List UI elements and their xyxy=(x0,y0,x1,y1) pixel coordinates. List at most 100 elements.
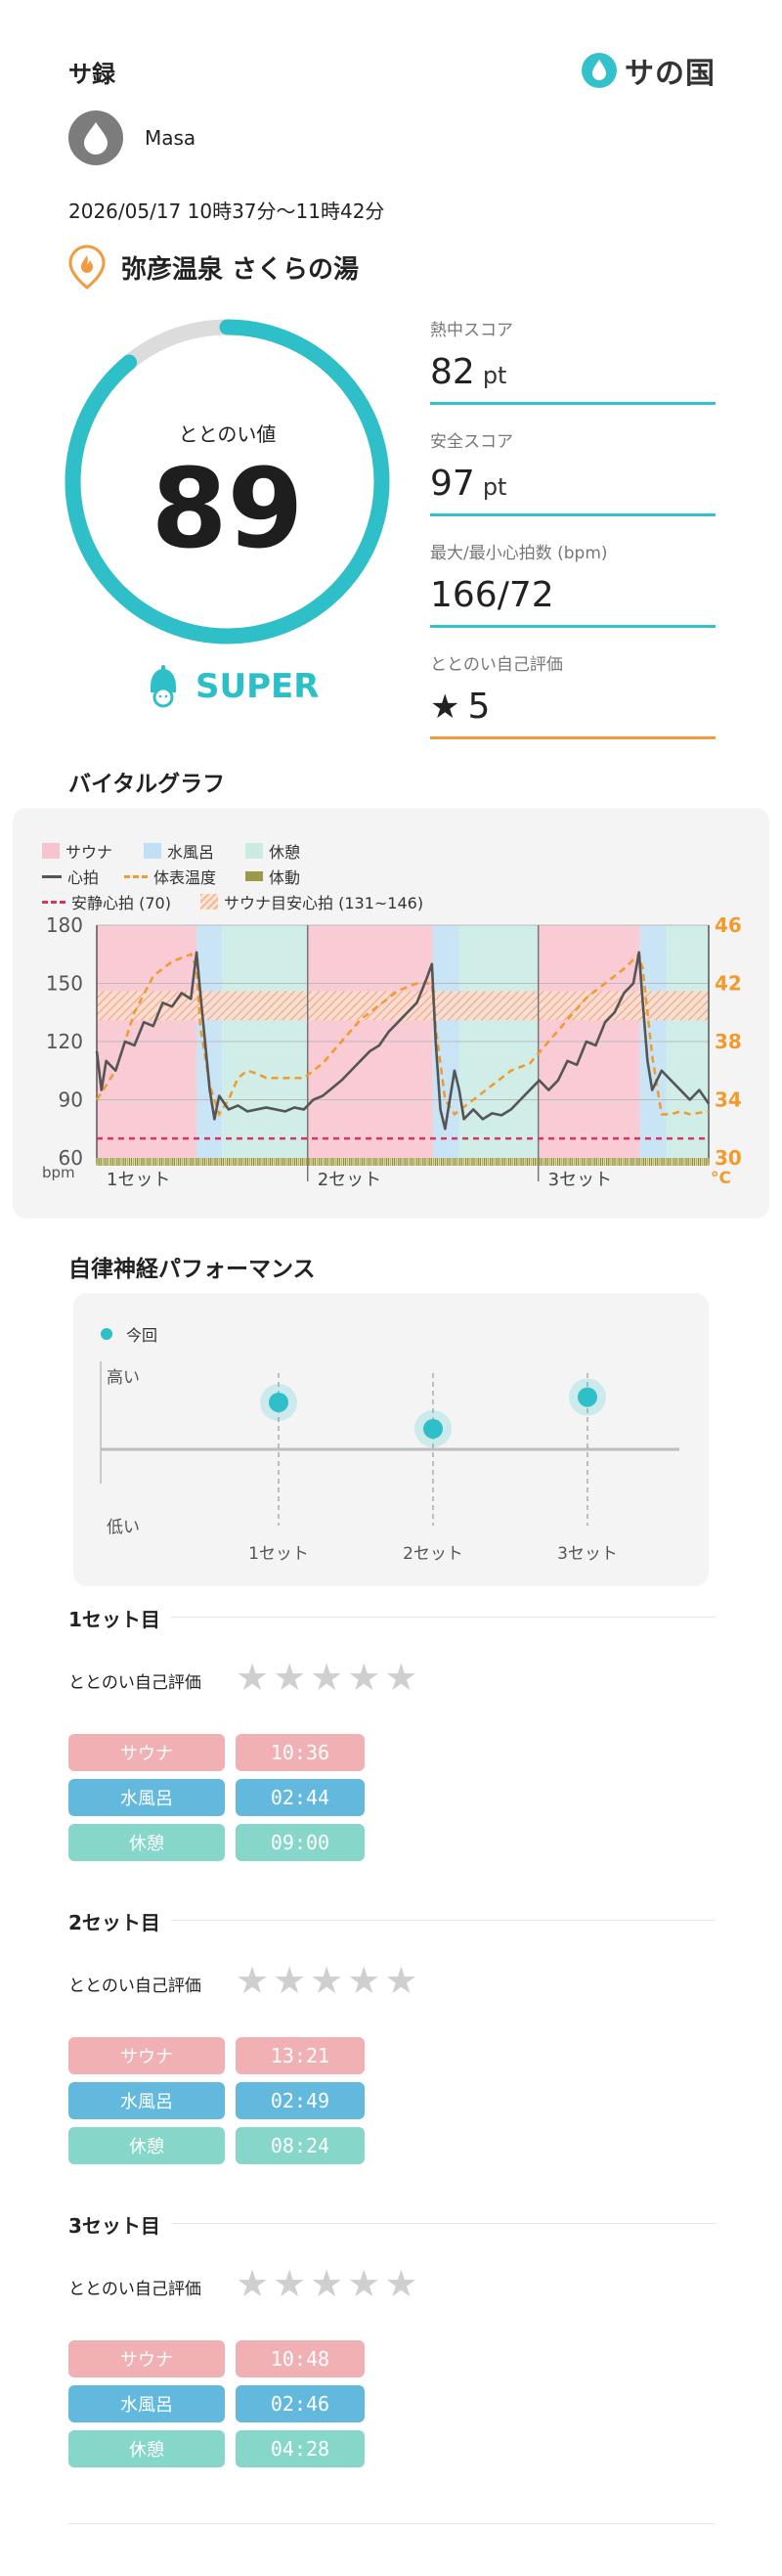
star-icon[interactable]: ★ xyxy=(273,2262,307,2305)
ans-point xyxy=(578,1387,597,1407)
star-icon[interactable]: ★ xyxy=(236,2262,270,2305)
brand-logo: サの国 xyxy=(580,49,716,92)
legend-motion-swatch xyxy=(245,871,263,881)
drop-logo-icon xyxy=(582,53,617,88)
heat-score-label: 熱中スコア xyxy=(430,321,513,340)
legend-motion: 体動 xyxy=(245,865,300,888)
y-right-tick-label: 38 xyxy=(715,1030,742,1053)
heart-series-line xyxy=(95,951,711,1131)
set-rating-stars[interactable]: ★ ★ ★ ★ ★ xyxy=(236,1659,417,1696)
set-axis-label: 1セット xyxy=(107,1170,170,1190)
heart-rate-value-row: 166/72 xyxy=(430,575,716,628)
set-divider xyxy=(171,1617,716,1618)
heart-rate-value: 166/72 xyxy=(430,575,554,615)
set-divider xyxy=(171,1920,716,1921)
legend-water-swatch xyxy=(144,843,161,859)
star-icon[interactable]: ★ xyxy=(384,1656,418,1699)
rest-time: 09:00 xyxy=(236,1824,365,1861)
water-bath-label: 水風呂 xyxy=(68,1779,225,1816)
legend-water: 水風呂 xyxy=(144,839,214,863)
star-icon[interactable]: ★ xyxy=(384,2262,418,2305)
bottom-divider xyxy=(68,2523,716,2524)
y-left-tick-label: 180 xyxy=(46,913,83,937)
star-icon[interactable]: ★ xyxy=(347,2262,381,2305)
score-value: 89 xyxy=(151,446,304,573)
water-bath-label: 水風呂 xyxy=(68,2082,225,2119)
brand-text: サの国 xyxy=(625,57,716,91)
drop-avatar-icon xyxy=(84,122,108,155)
set-title: 3セット目 xyxy=(68,2214,160,2238)
sauna-time: 13:21 xyxy=(236,2037,365,2074)
heat-score: 熱中スコア 82 pt xyxy=(430,316,716,405)
safety-score: 安全スコア 97 pt xyxy=(430,427,716,516)
sauna-time: 10:48 xyxy=(236,2340,365,2377)
rest-label: 休憩 xyxy=(68,2127,225,2164)
facility[interactable]: 弥彦温泉 さくらの湯 xyxy=(66,244,359,289)
ans-point xyxy=(423,1419,443,1439)
rest-label: 休憩 xyxy=(68,1824,225,1861)
heat-score-value: 82 xyxy=(430,352,475,392)
user-profile[interactable]: Masa xyxy=(68,111,196,165)
y-right-tick-label: 30 xyxy=(715,1146,742,1170)
sauna-label: サウナ xyxy=(68,1734,225,1771)
y-right-unit: °C xyxy=(711,1169,731,1188)
legend-heart: 心拍 xyxy=(42,865,99,888)
legend-resting-hr: 安静心拍 (70) xyxy=(42,890,171,913)
set-rating-stars[interactable]: ★ ★ ★ ★ ★ xyxy=(236,1962,417,1999)
star-icon[interactable]: ★ xyxy=(347,1656,381,1699)
legend-sauna: サウナ xyxy=(42,839,112,863)
facility-name: 弥彦温泉 さくらの湯 xyxy=(121,254,360,285)
rank-badge: SUPER xyxy=(145,665,319,708)
self-rating-stat: ととのい自己評価 ★ 5 xyxy=(430,650,716,739)
safety-score-label: 安全スコア xyxy=(430,432,513,452)
y-left-tick-label: 60 xyxy=(59,1146,83,1170)
session-datetime: 2026/05/17 10時37分〜11時42分 xyxy=(68,200,385,223)
star-icon[interactable]: ★ xyxy=(273,1656,307,1699)
score-label: ととのい値 xyxy=(178,422,277,446)
y-right-tick-label: 42 xyxy=(715,972,742,996)
set-axis-label: 2セット xyxy=(318,1170,381,1190)
legend-heart-line xyxy=(42,874,62,878)
ans-card: 今回 高い 低い 1セット 2セット 3セット xyxy=(73,1293,709,1586)
sauna-time: 10:36 xyxy=(236,1734,365,1771)
star-icon[interactable]: ★ xyxy=(310,1656,344,1699)
score-ring-progress xyxy=(65,319,390,644)
water-bath-time: 02:44 xyxy=(236,1779,365,1816)
rank-text: SUPER xyxy=(196,667,320,706)
star-icon[interactable]: ★ xyxy=(310,2262,344,2305)
star-icon[interactable]: ★ xyxy=(384,1959,418,2002)
vital-chart: 180 150 120 90 60 46 42 38 34 30 bpm °C 1セット 2セット 3セット xyxy=(42,913,742,1190)
legend-target-swatch xyxy=(200,894,218,910)
legend-rest-label: 休憩 xyxy=(269,843,301,862)
heart-rate-label: 最大/最小心拍数 (bpm) xyxy=(430,544,608,563)
legend-temp: 体表温度 xyxy=(124,865,216,888)
star-icon[interactable]: ★ xyxy=(347,1959,381,2002)
star-icon[interactable]: ★ xyxy=(236,1656,270,1699)
sauna-label: サウナ xyxy=(68,2037,225,2074)
rest-time: 08:24 xyxy=(236,2127,365,2164)
ans-title: 自律神経パフォーマンス xyxy=(68,1257,316,1282)
set-axis-label: 3セット xyxy=(548,1170,612,1190)
set-divider xyxy=(171,2223,716,2224)
star-icon[interactable]: ★ xyxy=(273,1959,307,2002)
ans-set-label: 2セット xyxy=(403,1544,463,1564)
ans-point xyxy=(269,1393,288,1412)
star-icon: ★ xyxy=(430,688,460,727)
ans-legend-dot xyxy=(101,1328,112,1340)
set-rating-label: ととのい自己評価 xyxy=(68,1673,201,1693)
legend-resting-line xyxy=(42,900,65,904)
rest-time: 04:28 xyxy=(236,2430,365,2467)
water-bath-label: 水風呂 xyxy=(68,2385,225,2422)
set-title: 1セット目 xyxy=(68,1608,160,1631)
sauna-hat-icon xyxy=(151,665,176,708)
star-icon[interactable]: ★ xyxy=(236,1959,270,2002)
vital-graph-title: バイタルグラフ xyxy=(68,772,226,797)
avatar xyxy=(68,111,123,165)
set-rating-stars[interactable]: ★ ★ ★ ★ ★ xyxy=(236,2265,417,2302)
set-rating-label: ととのい自己評価 xyxy=(68,1976,201,1996)
set-rating-label: ととのい自己評価 xyxy=(68,2280,201,2299)
legend-sauna-swatch xyxy=(42,843,60,859)
app-title: サ録 xyxy=(68,61,115,88)
star-icon[interactable]: ★ xyxy=(310,1959,344,2002)
y-right-tick-label: 46 xyxy=(715,913,742,937)
